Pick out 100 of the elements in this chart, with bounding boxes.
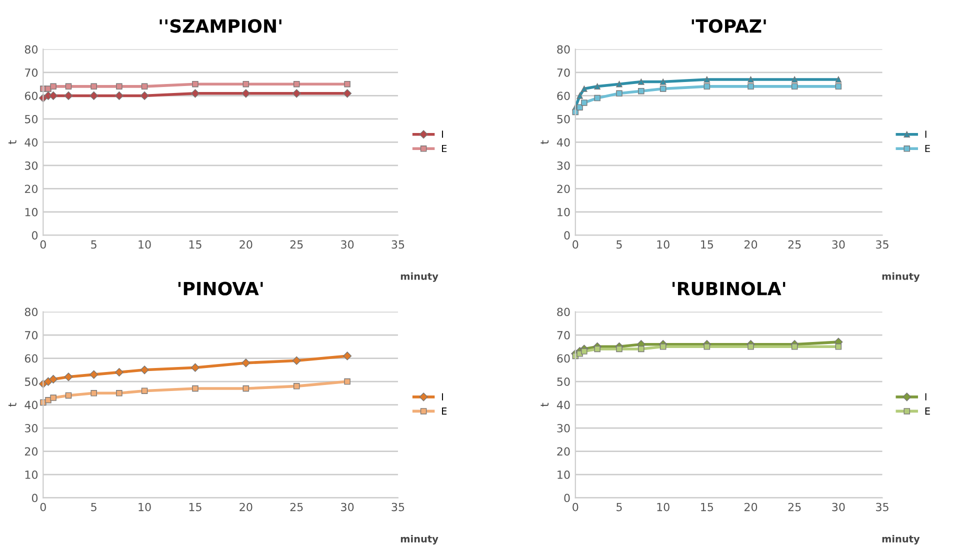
y-tick-label: 30 xyxy=(557,424,570,432)
point xyxy=(576,92,583,99)
y-tick-label: 0 xyxy=(32,231,38,240)
point xyxy=(791,83,798,90)
point xyxy=(90,91,98,100)
point xyxy=(242,89,250,98)
chart-title: ''SZAMPION' xyxy=(160,19,282,33)
point xyxy=(140,366,149,374)
point xyxy=(704,344,710,350)
x-tick-label: 15 xyxy=(189,502,202,512)
y-tick-label: 80 xyxy=(557,308,570,316)
y-tick-label: 50 xyxy=(25,378,38,386)
y-tick-label: 0 xyxy=(564,231,570,240)
y-tick-label: 60 xyxy=(557,354,570,363)
point xyxy=(65,392,72,399)
point xyxy=(660,78,666,85)
point xyxy=(140,91,149,100)
x-tick-label: 5 xyxy=(616,502,622,512)
y-tick-label: 50 xyxy=(557,114,570,124)
y-tick-label: 70 xyxy=(25,331,38,340)
point xyxy=(64,372,73,382)
y-tick-label: 40 xyxy=(556,400,570,410)
point xyxy=(192,385,198,392)
x-tick-label: 15 xyxy=(189,240,202,249)
y-tick-label: 30 xyxy=(557,161,570,170)
y-tick-label: 70 xyxy=(25,68,38,77)
y-tick-label: 10 xyxy=(25,208,38,216)
x-tick-label: 15 xyxy=(701,240,714,249)
x-tick-label: 15 xyxy=(701,502,714,512)
legend-label: E xyxy=(442,144,447,152)
point xyxy=(638,346,644,352)
point xyxy=(90,390,97,396)
x-tick-label: 20 xyxy=(744,240,758,249)
y-tick-label: 10 xyxy=(558,470,570,479)
point xyxy=(616,80,622,88)
point xyxy=(45,397,52,404)
y-tick-label: 20 xyxy=(557,184,570,194)
point xyxy=(748,344,754,350)
x-tick-label: 20 xyxy=(744,502,758,512)
x-tick-label: 0 xyxy=(40,502,46,512)
point xyxy=(242,358,250,368)
x-tick-label: 20 xyxy=(240,240,252,249)
x-tick-label: 25 xyxy=(290,240,303,249)
x-tick-label: 5 xyxy=(91,502,96,512)
point xyxy=(594,83,600,90)
point xyxy=(49,374,58,384)
point xyxy=(190,363,200,372)
point xyxy=(344,378,350,385)
legend-label: I xyxy=(442,393,443,400)
y-tick-label: 10 xyxy=(558,208,570,216)
point xyxy=(141,83,148,90)
point xyxy=(192,80,198,88)
y-axis-title: t xyxy=(540,402,549,407)
legend-label: E xyxy=(925,408,930,415)
x-tick-label: 0 xyxy=(40,240,46,249)
point xyxy=(242,385,250,392)
x-tick-label: 5 xyxy=(91,240,96,249)
point xyxy=(638,88,644,94)
point xyxy=(293,383,300,390)
y-tick-label: 60 xyxy=(557,92,570,100)
point xyxy=(704,76,710,83)
point xyxy=(64,91,73,100)
x-tick-label: 25 xyxy=(290,502,303,512)
y-tick-label: 80 xyxy=(557,45,570,54)
x-tick-label: 30 xyxy=(341,240,354,249)
point xyxy=(344,80,350,88)
x-tick-label: 35 xyxy=(876,240,888,249)
point xyxy=(791,76,798,83)
x-tick-label: 35 xyxy=(392,502,404,512)
x-tick-label: 30 xyxy=(341,502,354,512)
point xyxy=(44,377,52,386)
x-tick-label: 10 xyxy=(138,502,151,512)
y-tick-label: 0 xyxy=(32,494,38,502)
y-axis-title: t xyxy=(540,140,549,144)
chart-title: 'TOPAZ' xyxy=(692,19,766,33)
point xyxy=(292,89,301,98)
y-tick-label: 20 xyxy=(24,447,38,456)
point xyxy=(581,348,588,354)
y-tick-label: 30 xyxy=(25,424,38,432)
x-tick-label: 0 xyxy=(572,502,578,512)
x-tick-label: 25 xyxy=(788,502,801,512)
point xyxy=(116,83,122,90)
y-tick-label: 30 xyxy=(25,161,38,170)
point xyxy=(581,100,588,106)
x-tick-label: 30 xyxy=(832,502,845,512)
x-axis-title: minuty xyxy=(400,272,438,282)
point xyxy=(114,91,124,100)
legend-label: E xyxy=(442,408,447,415)
x-axis-title: minuty xyxy=(400,534,438,544)
x-tick-label: 0 xyxy=(572,240,578,249)
point xyxy=(90,83,97,90)
x-tick-label: 10 xyxy=(657,502,670,512)
point xyxy=(343,352,352,360)
point xyxy=(616,90,622,97)
point xyxy=(594,346,600,352)
y-tick-label: 40 xyxy=(24,400,38,410)
point xyxy=(616,346,622,352)
point xyxy=(748,83,754,90)
point xyxy=(581,86,588,92)
point xyxy=(45,86,52,92)
